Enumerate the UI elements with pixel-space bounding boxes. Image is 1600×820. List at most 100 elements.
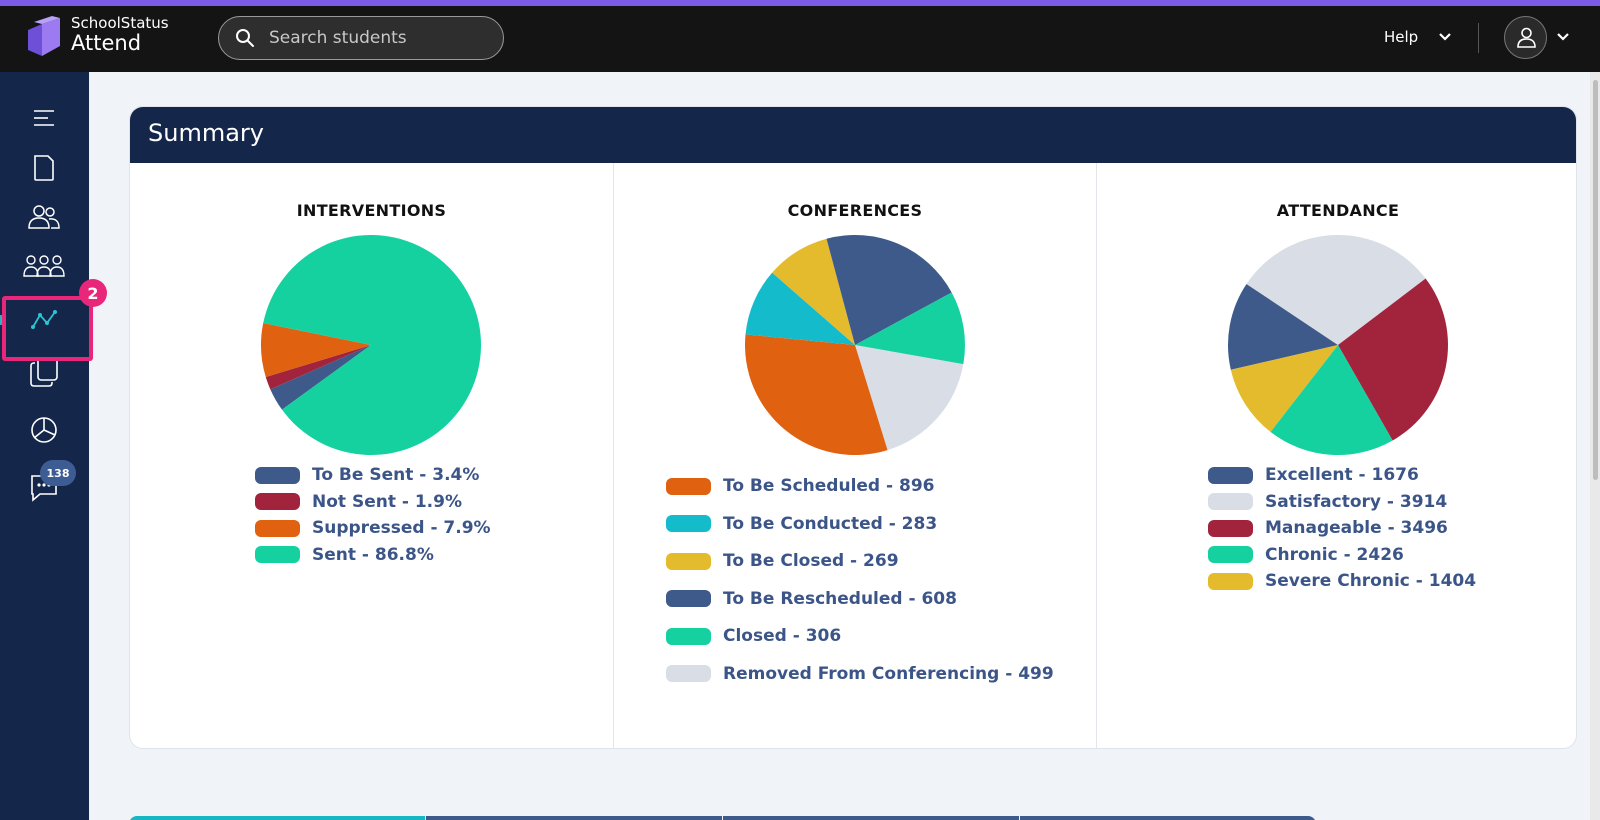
- legend-item-suppressed[interactable]: Suppressed - 7.9%: [255, 518, 491, 538]
- bottom-tab-2[interactable]: [426, 816, 722, 820]
- legend-swatch: [666, 627, 711, 645]
- attendance-title: ATTENDANCE: [1276, 201, 1400, 220]
- brand-name-main: Attend: [71, 31, 142, 55]
- users-icon: [28, 205, 60, 229]
- search-box[interactable]: [218, 16, 504, 60]
- legend-swatch: [1208, 493, 1253, 510]
- attendance-panel: ATTENDANCE Excellent - 1676 Satisfactory …: [1096, 163, 1576, 748]
- sidebar-item-documents[interactable]: [26, 150, 62, 186]
- interventions-pie-chart: [261, 234, 481, 455]
- help-menu-label[interactable]: Help: [1384, 28, 1419, 46]
- pie-slice-to-be-sent[interactable]: [270, 345, 371, 410]
- legend-swatch: [1208, 519, 1253, 537]
- pie-slice-closed[interactable]: [855, 292, 965, 365]
- legend-item-to-be-rescheduled[interactable]: To Be Rescheduled - 608: [666, 589, 957, 609]
- sidebar-item-groups[interactable]: [22, 248, 66, 284]
- search-icon: [236, 29, 254, 47]
- legend-label: To Be Rescheduled - 608: [723, 588, 957, 609]
- legend-item-severe-chronic[interactable]: Severe Chronic - 1404: [1208, 571, 1476, 591]
- messages-count-badge: 138: [40, 460, 76, 486]
- pie-slice-to-be-closed[interactable]: [772, 238, 855, 345]
- legend-swatch: [1208, 572, 1253, 590]
- user-avatar-button[interactable]: [1504, 16, 1547, 59]
- summary-header: Summary: [130, 107, 1576, 163]
- legend-swatch: [1208, 466, 1253, 484]
- top-bar: SchoolStatus Attend Help: [0, 6, 1600, 72]
- interventions-panel: INTERVENTIONS To Be Sent - 3.4% Not Sent …: [130, 163, 613, 748]
- legend-swatch: [255, 493, 300, 510]
- pie-slice-not-sent[interactable]: [265, 345, 371, 390]
- summary-card: Summary INTERVENTIONS To Be Sent - 3.4% N…: [129, 106, 1577, 749]
- legend-label: Not Sent - 1.9%: [312, 491, 462, 512]
- legend-item-satisfactory[interactable]: Satisfactory - 3914: [1208, 492, 1447, 512]
- pie-chart-icon: [31, 417, 57, 443]
- analytics-icon: [31, 310, 57, 329]
- legend-item-to-be-closed[interactable]: To Be Closed - 269: [666, 551, 899, 571]
- legend-item-manageable[interactable]: Manageable - 3496: [1208, 518, 1448, 538]
- step-badge: 2: [79, 279, 107, 307]
- pie-slice-removed-from-conferencing[interactable]: [855, 345, 964, 451]
- user-icon: [1517, 27, 1536, 48]
- legend-label: Excellent - 1676: [1265, 465, 1419, 485]
- logo-icon: [28, 16, 60, 56]
- legend-swatch: [666, 477, 711, 495]
- attendance-pie-chart: [1228, 235, 1448, 455]
- legend-label: Closed - 306: [723, 626, 842, 646]
- legend-item-excellent[interactable]: Excellent - 1676: [1208, 465, 1419, 485]
- pie-slice-excellent[interactable]: [1228, 283, 1338, 370]
- legend-label: Satisfactory - 3914: [1265, 491, 1448, 512]
- legend-item-to-be-sent[interactable]: To Be Sent - 3.4%: [255, 465, 479, 485]
- user-menu-chevron-icon[interactable]: [1556, 32, 1570, 42]
- pie-slice-satisfactory[interactable]: [1246, 235, 1426, 345]
- legend-item-sent[interactable]: Sent - 86.8%: [255, 545, 434, 565]
- legend-swatch: [255, 546, 300, 563]
- legend-label: Chronic - 2426: [1265, 544, 1404, 565]
- legend-label: Suppressed - 7.9%: [312, 518, 491, 538]
- interventions-title: INTERVENTIONS: [296, 201, 447, 220]
- pie-slice-manageable[interactable]: [1338, 278, 1448, 441]
- pie-slice-suppressed[interactable]: [261, 323, 371, 378]
- header-divider: [1478, 23, 1479, 53]
- groups-icon: [23, 255, 65, 277]
- legend-swatch: [666, 665, 711, 682]
- legend-item-not-sent[interactable]: Not Sent - 1.9%: [255, 492, 462, 512]
- legend-item-chronic[interactable]: Chronic - 2426: [1208, 545, 1404, 565]
- conferences-title: CONFERENCES: [787, 201, 923, 220]
- sidebar-item-menu[interactable]: [26, 100, 62, 136]
- pie-slice-to-be-conducted[interactable]: [745, 272, 855, 345]
- legend-label: Severe Chronic - 1404: [1265, 571, 1477, 591]
- legend-label: Removed From Conferencing - 499: [723, 663, 1054, 684]
- legend-label: To Be Closed - 269: [723, 551, 899, 571]
- legend-item-removed-from-conferencing[interactable]: Removed From Conferencing - 499: [666, 664, 1054, 684]
- summary-title: Summary: [148, 119, 264, 147]
- brand-name-top: SchoolStatus: [71, 14, 169, 32]
- bottom-tab-1[interactable]: [129, 816, 425, 820]
- bottom-tab-3[interactable]: [723, 816, 1019, 820]
- search-input[interactable]: [269, 26, 489, 50]
- sidebar-item-reports[interactable]: [26, 412, 62, 448]
- pie-slice-chronic[interactable]: [1270, 345, 1393, 455]
- legend-label: To Be Sent - 3.4%: [312, 465, 480, 485]
- menu-icon: [34, 110, 54, 126]
- sidebar: [0, 72, 89, 820]
- scrollbar-thumb[interactable]: [1593, 80, 1598, 480]
- sidebar-item-analytics[interactable]: [26, 302, 62, 338]
- conferences-panel: CONFERENCES To Be Scheduled - 896 To Be C…: [613, 163, 1096, 748]
- pie-slice-severe-chronic[interactable]: [1230, 345, 1338, 432]
- legend-swatch: [255, 466, 300, 484]
- pie-slice-to-be-scheduled[interactable]: [745, 334, 888, 455]
- legend-label: To Be Scheduled - 896: [723, 476, 935, 496]
- legend-label: Manageable - 3496: [1265, 518, 1448, 538]
- accent-bar: [0, 0, 1600, 6]
- chevron-down-icon[interactable]: [1438, 32, 1452, 42]
- legend-item-closed[interactable]: Closed - 306: [666, 626, 841, 646]
- conferences-pie-chart: [745, 235, 965, 455]
- legend-swatch: [1208, 546, 1253, 563]
- bottom-tab-4[interactable]: [1020, 816, 1316, 820]
- sidebar-item-students[interactable]: [26, 199, 62, 235]
- pie-slice-sent[interactable]: [263, 234, 481, 455]
- pie-slice-to-be-rescheduled[interactable]: [826, 235, 952, 345]
- legend-item-to-be-scheduled[interactable]: To Be Scheduled - 896: [666, 476, 934, 496]
- document-icon: [34, 155, 54, 181]
- legend-item-to-be-conducted[interactable]: To Be Conducted - 283: [666, 514, 937, 534]
